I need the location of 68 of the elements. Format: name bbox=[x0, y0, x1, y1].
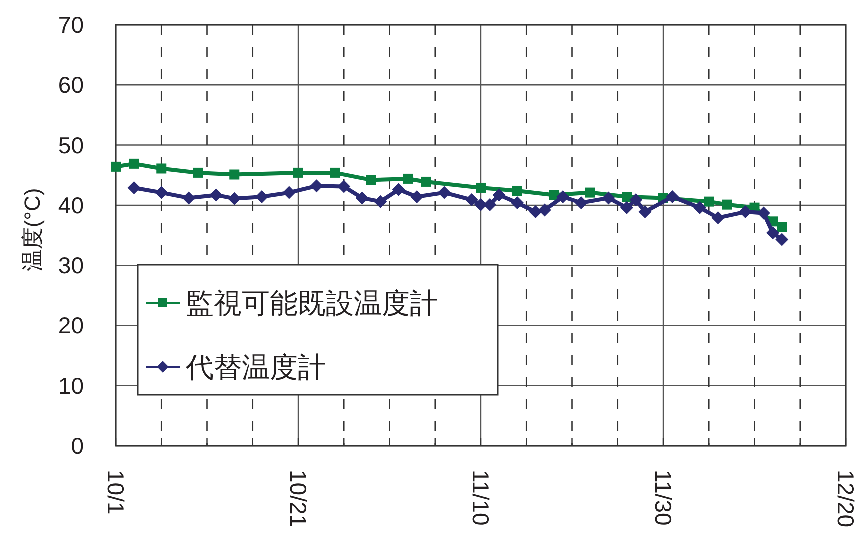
x-tick-label: 10/1 bbox=[103, 470, 129, 515]
point bbox=[210, 188, 223, 202]
legend-label: 監視可能既設温度計 bbox=[186, 288, 438, 319]
point bbox=[374, 195, 388, 208]
point bbox=[256, 190, 268, 204]
point bbox=[630, 194, 643, 207]
point bbox=[403, 174, 413, 184]
point bbox=[722, 200, 732, 210]
point bbox=[712, 212, 725, 225]
point bbox=[622, 192, 632, 202]
y-tick-label: 70 bbox=[58, 12, 84, 38]
point bbox=[574, 196, 588, 210]
point bbox=[128, 181, 141, 194]
point bbox=[294, 168, 304, 178]
y-tick-label: 60 bbox=[58, 72, 84, 98]
point bbox=[492, 188, 506, 202]
point bbox=[193, 168, 204, 178]
point bbox=[282, 186, 296, 200]
point bbox=[776, 233, 789, 246]
point bbox=[182, 192, 196, 205]
point bbox=[484, 198, 497, 212]
legend-label: 代替温度計 bbox=[185, 352, 326, 383]
point bbox=[476, 182, 486, 193]
point bbox=[638, 206, 652, 219]
point bbox=[512, 186, 522, 196]
point bbox=[556, 190, 570, 204]
point bbox=[766, 226, 780, 240]
y-tick-label: 50 bbox=[58, 132, 84, 158]
y-tick-label: 20 bbox=[58, 312, 84, 339]
point bbox=[529, 206, 542, 219]
point bbox=[310, 180, 324, 193]
point bbox=[538, 204, 552, 217]
point bbox=[155, 186, 168, 200]
point bbox=[156, 164, 167, 174]
y-tick-label: 10 bbox=[58, 372, 84, 399]
y-axis-title: 温度(°C) bbox=[20, 188, 45, 272]
point bbox=[129, 158, 140, 169]
y-tick-label: 30 bbox=[58, 252, 84, 279]
point bbox=[694, 201, 706, 214]
point bbox=[356, 192, 369, 205]
point bbox=[777, 222, 788, 232]
point bbox=[739, 206, 752, 219]
point bbox=[438, 186, 451, 200]
x-tick-label: 11/10 bbox=[468, 470, 494, 526]
point bbox=[366, 175, 376, 186]
point bbox=[757, 206, 770, 220]
point bbox=[549, 190, 559, 200]
point bbox=[338, 180, 351, 194]
x-tick-label: 10/21 bbox=[286, 470, 312, 528]
point bbox=[230, 170, 240, 180]
x-tick-label: 12/20 bbox=[833, 470, 859, 528]
point bbox=[330, 168, 340, 178]
y-tick-label: 0 bbox=[71, 433, 84, 459]
point bbox=[228, 192, 242, 206]
point bbox=[392, 183, 406, 196]
y-tick-label: 40 bbox=[58, 192, 84, 218]
point bbox=[474, 198, 488, 212]
point bbox=[111, 162, 121, 172]
point bbox=[465, 194, 478, 207]
point bbox=[666, 190, 680, 204]
point bbox=[421, 176, 432, 187]
point bbox=[511, 196, 524, 210]
point bbox=[620, 201, 634, 214]
point bbox=[602, 192, 616, 205]
point bbox=[410, 190, 424, 204]
point bbox=[586, 188, 596, 198]
x-tick-label: 11/30 bbox=[650, 470, 676, 526]
point bbox=[704, 196, 714, 207]
